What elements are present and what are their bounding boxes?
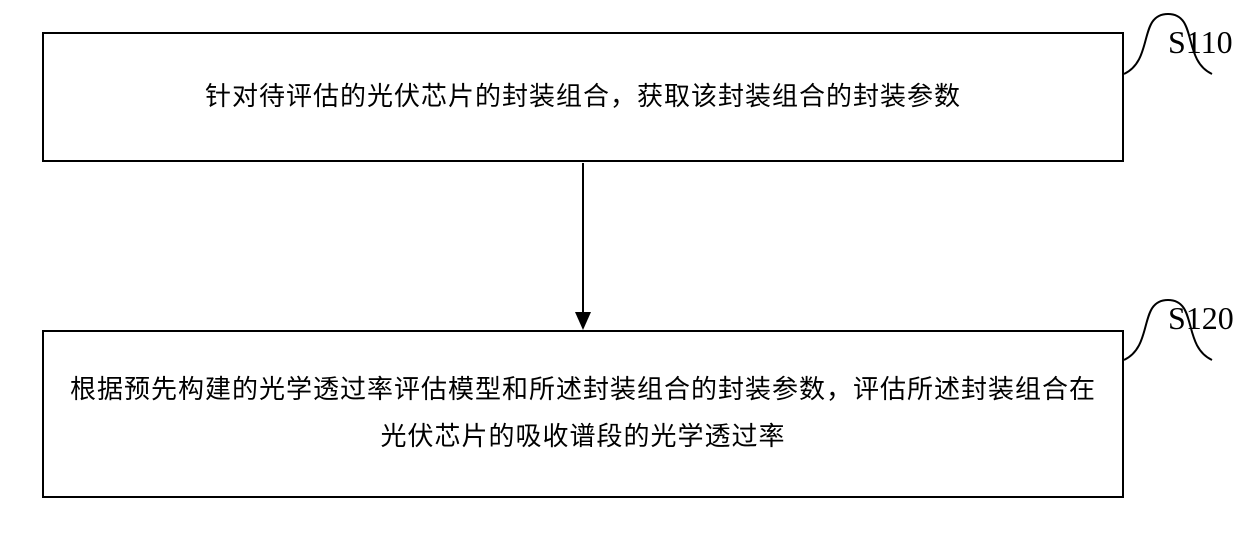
flowchart-canvas: 针对待评估的光伏芯片的封装组合，获取该封装组合的封装参数 S110 根据预先构建… xyxy=(0,0,1240,536)
label-connector-s120 xyxy=(0,0,1240,536)
step-label-s120: S120 xyxy=(1168,300,1234,337)
